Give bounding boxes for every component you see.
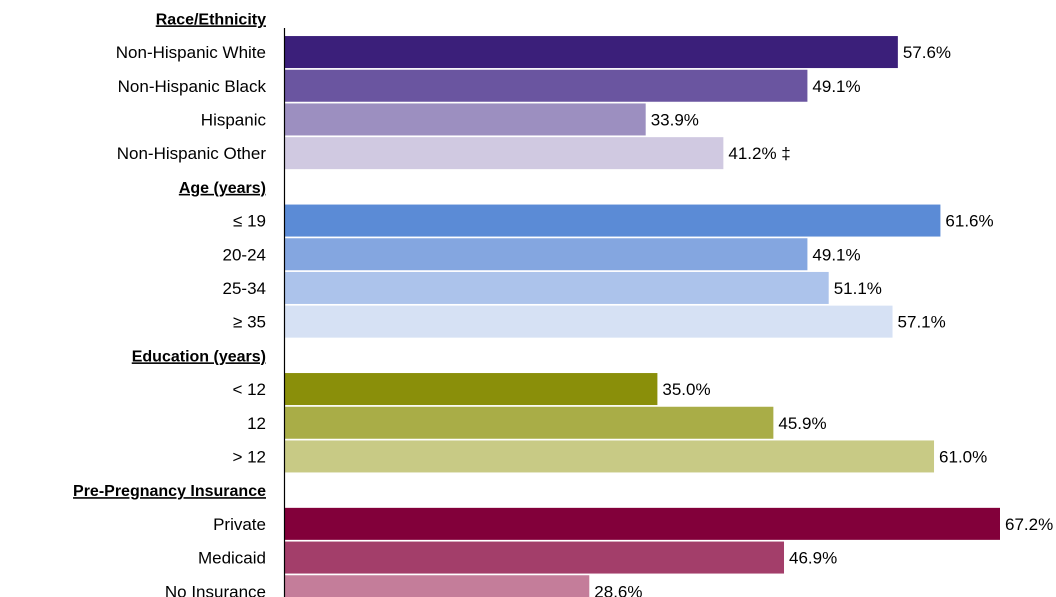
- group-label-pre-pregnancy-insurance: Pre-Pregnancy Insurance: [73, 483, 266, 500]
- bar-35: [285, 305, 893, 338]
- category-label: No Insurance: [165, 582, 266, 597]
- group-label-age-years: Age (years): [179, 180, 266, 197]
- value-label: 57.6%: [903, 43, 951, 62]
- bar-non-hispanic-white: [285, 36, 898, 69]
- category-label: Private: [213, 515, 266, 534]
- category-labels: Race/Ethnicity Non-Hispanic White Non-Hisp…: [73, 11, 266, 597]
- bar-medicaid: [285, 541, 785, 574]
- bar-private: [285, 507, 1000, 540]
- bar-19: [285, 204, 941, 237]
- bar-12: [285, 373, 658, 406]
- category-label: < 12: [232, 380, 266, 399]
- value-label: 35.0%: [662, 380, 710, 399]
- value-label: 61.0%: [939, 447, 987, 466]
- category-label: Medicaid: [198, 549, 266, 568]
- category-label: Non-Hispanic White: [116, 43, 266, 62]
- category-label: > 12: [232, 447, 266, 466]
- value-label: 51.1%: [834, 279, 882, 298]
- bar-non-hispanic-black: [285, 69, 808, 102]
- bar-hispanic: [285, 103, 646, 136]
- value-label: 33.9%: [651, 110, 699, 129]
- category-label: 20-24: [223, 245, 266, 264]
- category-label: Hispanic: [201, 110, 267, 129]
- bar-20-24: [285, 238, 808, 271]
- value-label: 49.1%: [812, 77, 860, 96]
- bar-non-hispanic-other: [285, 137, 724, 170]
- value-label: 61.6%: [945, 212, 993, 231]
- bar-25-34: [285, 271, 829, 304]
- category-label: ≤ 19: [233, 212, 266, 231]
- group-label-education-years: Education (years): [132, 348, 266, 365]
- value-label: 28.6%: [594, 582, 642, 597]
- value-label: 41.2% ‡: [728, 144, 790, 163]
- value-label: 67.2%: [1005, 515, 1053, 534]
- value-label: 46.9%: [789, 549, 837, 568]
- category-label: 12: [247, 414, 266, 433]
- value-label: 57.1%: [898, 313, 946, 332]
- group-label-race-ethnicity: Race/Ethnicity: [156, 11, 266, 28]
- bars: [285, 36, 1000, 597]
- category-label: Non-Hispanic Other: [117, 144, 267, 163]
- bar-12: [285, 406, 774, 439]
- category-label: ≥ 35: [233, 313, 266, 332]
- value-labels: 57.6% 49.1% 33.9% 41.2% ‡ 61.6% 49.1% 51.1% 57.…: [594, 43, 1053, 597]
- value-label: 45.9%: [778, 414, 826, 433]
- category-label: Non-Hispanic Black: [118, 77, 267, 96]
- category-label: 25-34: [223, 279, 266, 298]
- value-label: 49.1%: [812, 245, 860, 264]
- bar-no-insurance: [285, 575, 590, 597]
- bar-12: [285, 440, 935, 473]
